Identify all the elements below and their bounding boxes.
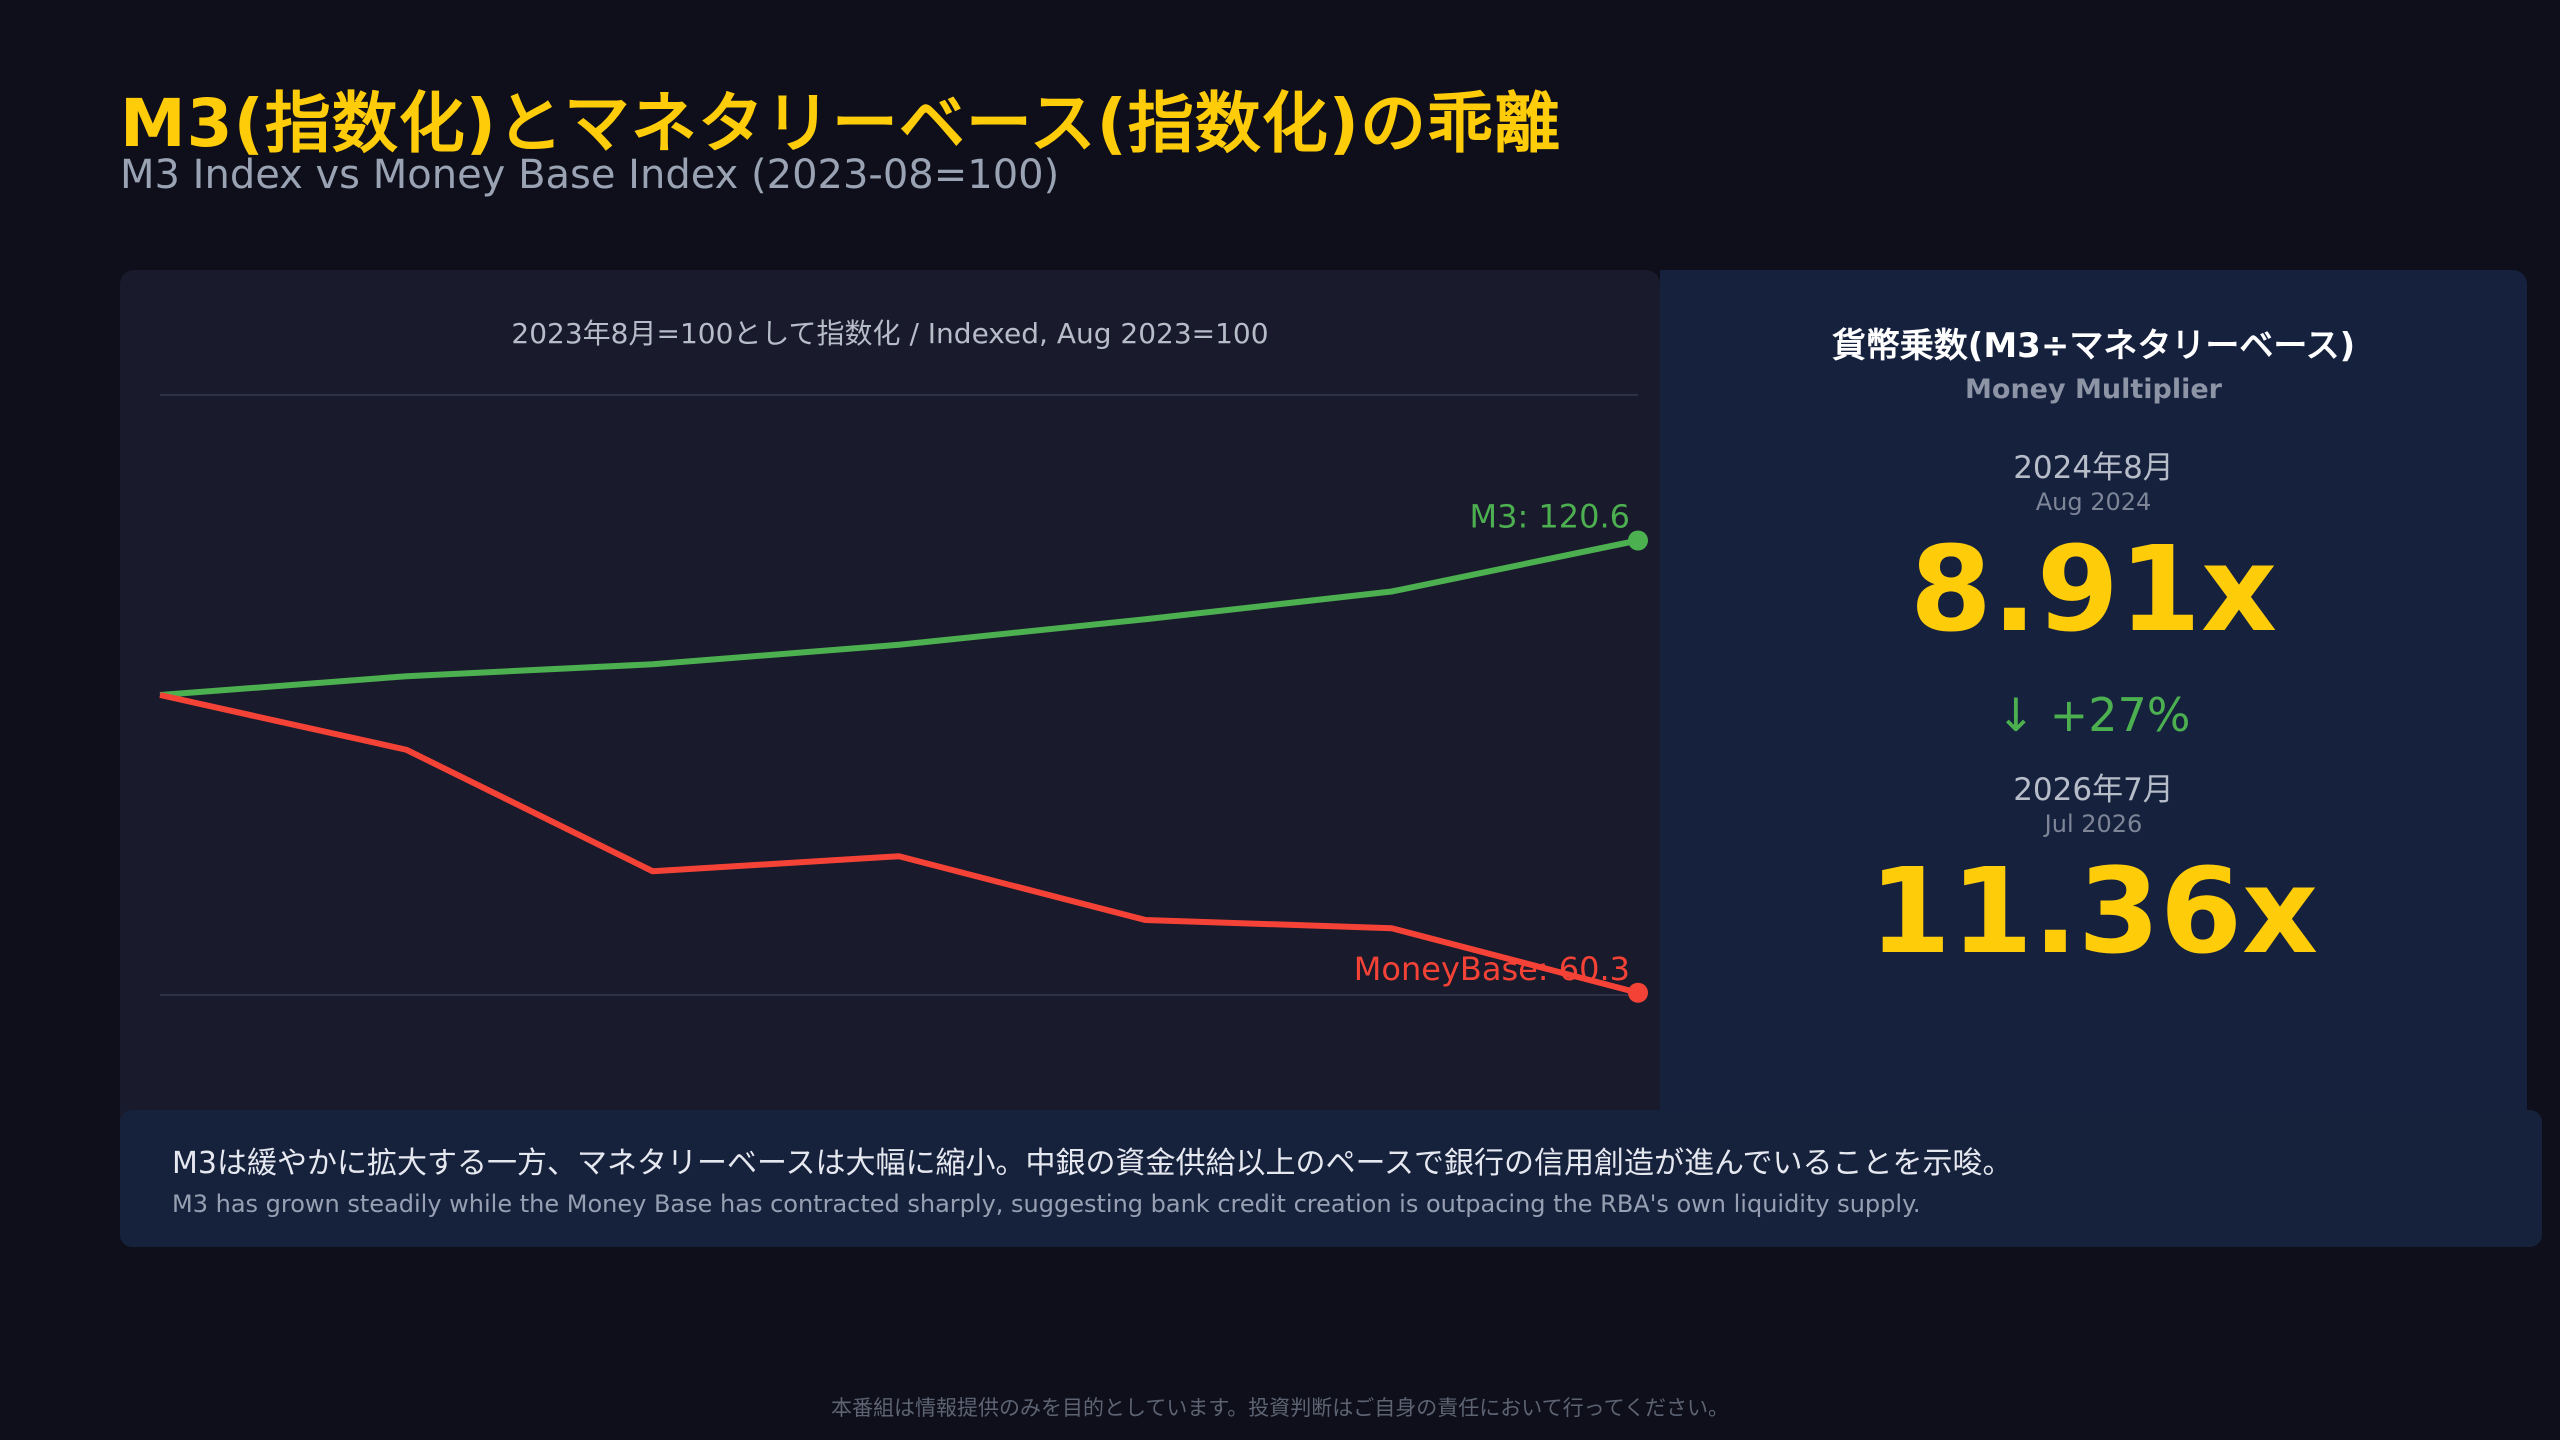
to-date: 2026年7月 xyxy=(2013,772,2174,808)
to-date-en: Jul 2026 xyxy=(2044,810,2143,838)
line-chart: M3: 120.6 MoneyBase: 60.3 xyxy=(159,394,1648,1003)
from-value: 8.91x xyxy=(1909,520,2278,658)
page-subtitle: M3 Index vs Money Base Index (2023-08=10… xyxy=(120,152,1060,198)
multiplier-subtitle: Money Multiplier xyxy=(1965,374,2222,405)
commentary-en: M3 has grown steadily while the Money Ba… xyxy=(172,1190,1921,1218)
multiplier-panel: 貨幣乗数(M3÷マネタリーベース) Money Multiplier 2024年… xyxy=(1660,270,2527,1195)
page-title: M3(指数化)とマネタリーベース(指数化)の乖離 xyxy=(120,85,1561,162)
chart-panel: 2023年8月=100として指数化 / Indexed, Aug 2023=10… xyxy=(120,270,1660,1195)
series-line-moneybase xyxy=(159,692,1639,996)
end-label-moneybase: MoneyBase: 60.3 xyxy=(1354,950,1630,988)
disclaimer: 本番組は情報提供のみを目的としています。投資判断はご自身の責任において行ってくだ… xyxy=(831,1396,1729,1420)
end-point-m3 xyxy=(1628,530,1648,551)
commentary-jp: M3は緩やかに拡大する一方、マネタリーベースは大幅に縮小。中銀の資金供給以上のペ… xyxy=(172,1146,2013,1181)
end-point-moneybase xyxy=(1628,982,1648,1003)
change-indicator: ↓ +27% xyxy=(1996,688,2191,742)
from-date-en: Aug 2024 xyxy=(2035,488,2152,516)
multiplier-title: 貨幣乗数(M3÷マネタリーベース) xyxy=(1831,326,2356,366)
to-value: 11.36x xyxy=(1868,842,2319,980)
end-label-m3: M3: 120.6 xyxy=(1469,498,1630,536)
chart-title: 2023年8月=100として指数化 / Indexed, Aug 2023=10… xyxy=(511,317,1269,350)
from-date: 2024年8月 xyxy=(2013,450,2174,486)
series-line-m3 xyxy=(159,537,1639,698)
commentary-box: M3は緩やかに拡大する一方、マネタリーベースは大幅に縮小。中銀の資金供給以上のペ… xyxy=(120,1110,2542,1247)
